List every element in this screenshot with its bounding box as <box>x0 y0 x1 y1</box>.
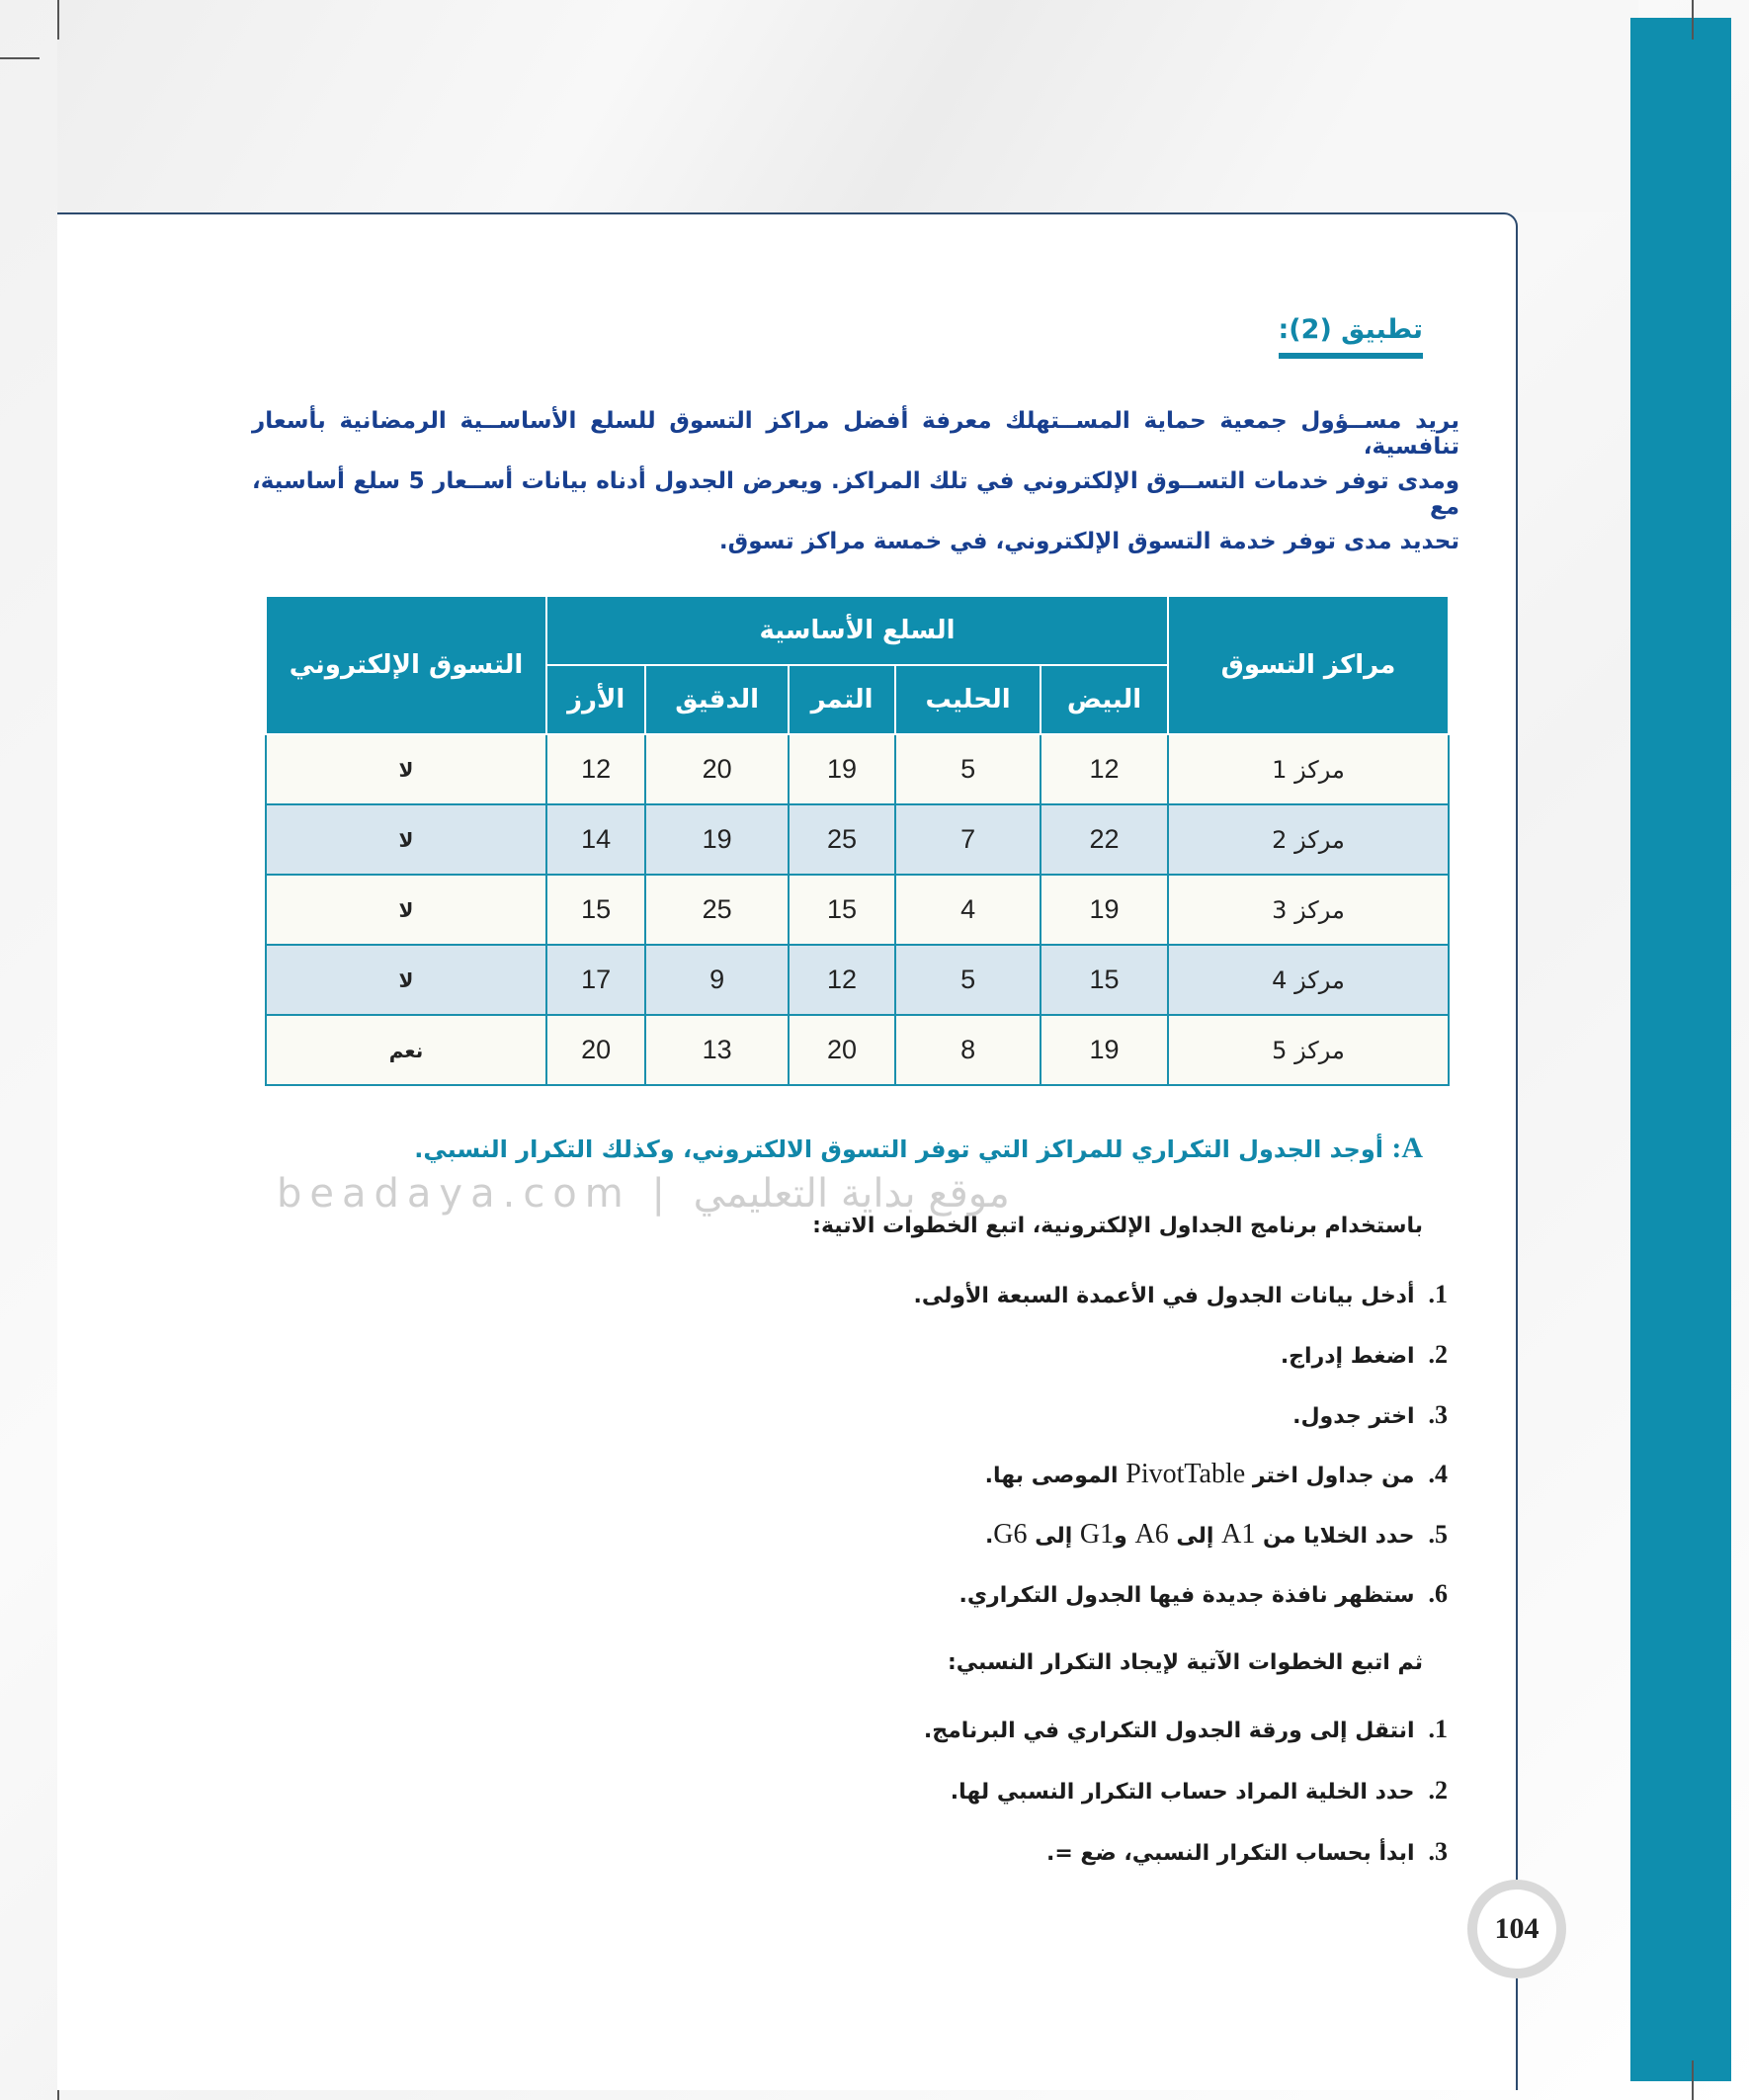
step2-item: 1.انتقل إلى ورقة الجدول التكراري في البر… <box>923 1715 1448 1743</box>
header-centers: مراكز التسوق <box>1167 595 1450 735</box>
table-row: مركز 4 15 5 12 9 17 لا <box>265 944 1450 1016</box>
cell-price: 14 <box>544 803 647 876</box>
cell-price: 7 <box>894 803 1042 876</box>
watermark: beadaya.com | موقع بداية التعليمي <box>277 1171 1010 1217</box>
question-a: A: أوجد الجدول التكراري للمراكز التي توف… <box>414 1132 1423 1165</box>
header-background <box>57 0 1638 212</box>
crop-mark <box>0 57 40 59</box>
cell-price: 9 <box>644 944 790 1016</box>
cell-price: 15 <box>1040 944 1169 1016</box>
steps-intro: باستخدام برنامج الجداول الإلكترونية، اتب… <box>812 1214 1423 1238</box>
header-item: الأرز <box>544 664 647 735</box>
cell-eshop: نعم <box>265 1014 547 1086</box>
cell-price: 20 <box>644 733 790 805</box>
page-frame <box>57 212 1518 2090</box>
cell-price: 19 <box>644 803 790 876</box>
page-number: 104 <box>1467 1880 1566 1978</box>
cell-price: 25 <box>787 803 897 876</box>
side-band <box>1630 18 1731 2081</box>
table-row: مركز 2 22 7 25 19 14 لا <box>265 803 1450 876</box>
header-item: الحليب <box>894 664 1042 735</box>
question-text: أوجد الجدول التكراري للمراكز التي توفر ا… <box>414 1135 1383 1163</box>
header-item: الدقيق <box>644 664 790 735</box>
cell-price: 12 <box>544 733 647 805</box>
crop-mark <box>1692 2060 1694 2100</box>
cell-price: 17 <box>544 944 647 1016</box>
step-item: 1.أدخل بيانات الجدول في الأعمدة السبعة ا… <box>913 1280 1449 1308</box>
intro-paragraph-line: ومدى توفر خدمات التســوق الإلكتروني في ت… <box>252 468 1459 520</box>
cell-price: 5 <box>894 733 1042 805</box>
prices-table: مراكز التسوق السلع الأساسية التسوق الإلك… <box>265 595 1450 1086</box>
cell-price: 12 <box>1040 733 1169 805</box>
cell-eshop: لا <box>265 803 547 876</box>
step-item: 3.اختر جدول. <box>1292 1400 1448 1429</box>
header-goods: السلع الأساسية <box>545 595 1169 666</box>
cell-price: 12 <box>787 944 897 1016</box>
cell-center: مركز 3 <box>1167 874 1450 946</box>
cell-price: 20 <box>544 1014 647 1086</box>
step-item: 2.اضغط إدراج. <box>1280 1340 1448 1369</box>
cell-price: 19 <box>1040 874 1169 946</box>
cell-eshop: لا <box>265 733 547 805</box>
intro-paragraph-line: تحديد مدى توفر خدمة التسوق الإلكتروني، ف… <box>718 529 1459 554</box>
cell-price: 19 <box>787 733 897 805</box>
cell-eshop: لا <box>265 874 547 946</box>
intro-paragraph-line: يريد مســؤول جمعية حماية المســتهلك معرف… <box>252 408 1459 460</box>
step-item: 4.من جداول اختر PivotTable الموصى بها. <box>984 1459 1448 1489</box>
cell-center: مركز 5 <box>1167 1014 1450 1086</box>
steps2-intro: ثم اتبع الخطوات الآتية لإيجاد التكرار ال… <box>947 1650 1423 1675</box>
cell-price: 8 <box>894 1014 1042 1086</box>
cell-price: 13 <box>644 1014 790 1086</box>
table-row: مركز 1 12 5 19 20 12 لا <box>265 733 1450 805</box>
cell-center: مركز 2 <box>1167 803 1450 876</box>
cell-price: 20 <box>787 1014 897 1086</box>
step2-item: 3.ابدأ بحساب التكرار النسبي، ضع =. <box>1045 1837 1448 1866</box>
crop-mark <box>57 0 59 40</box>
step2-item: 2.حدد الخلية المراد حساب التكرار النسبي … <box>950 1776 1448 1805</box>
cell-eshop: لا <box>265 944 547 1016</box>
step-item: 5.حدد الخلايا من A1 إلى A6 وG1 إلى G6. <box>984 1519 1448 1550</box>
crop-mark <box>1692 0 1694 40</box>
cell-price: 22 <box>1040 803 1169 876</box>
step-item: 6.ستظهر نافذة جديدة فيها الجدول التكراري… <box>958 1579 1448 1608</box>
table-row: مركز 5 19 8 20 13 20 نعم <box>265 1014 1450 1086</box>
cell-price: 5 <box>894 944 1042 1016</box>
table-row: مركز 3 19 4 15 25 15 لا <box>265 874 1450 946</box>
cell-price: 4 <box>894 874 1042 946</box>
question-label: A: <box>1391 1132 1423 1164</box>
header-item: التمر <box>787 664 897 735</box>
header-eshop: التسوق الإلكتروني <box>265 595 547 735</box>
cell-center: مركز 1 <box>1167 733 1450 805</box>
cell-price: 25 <box>644 874 790 946</box>
cell-price: 15 <box>787 874 897 946</box>
cell-center: مركز 4 <box>1167 944 1450 1016</box>
cell-price: 19 <box>1040 1014 1169 1086</box>
section-title: تطبيق (2): <box>1278 314 1423 359</box>
header-item: البيض <box>1040 664 1169 735</box>
cell-price: 15 <box>544 874 647 946</box>
